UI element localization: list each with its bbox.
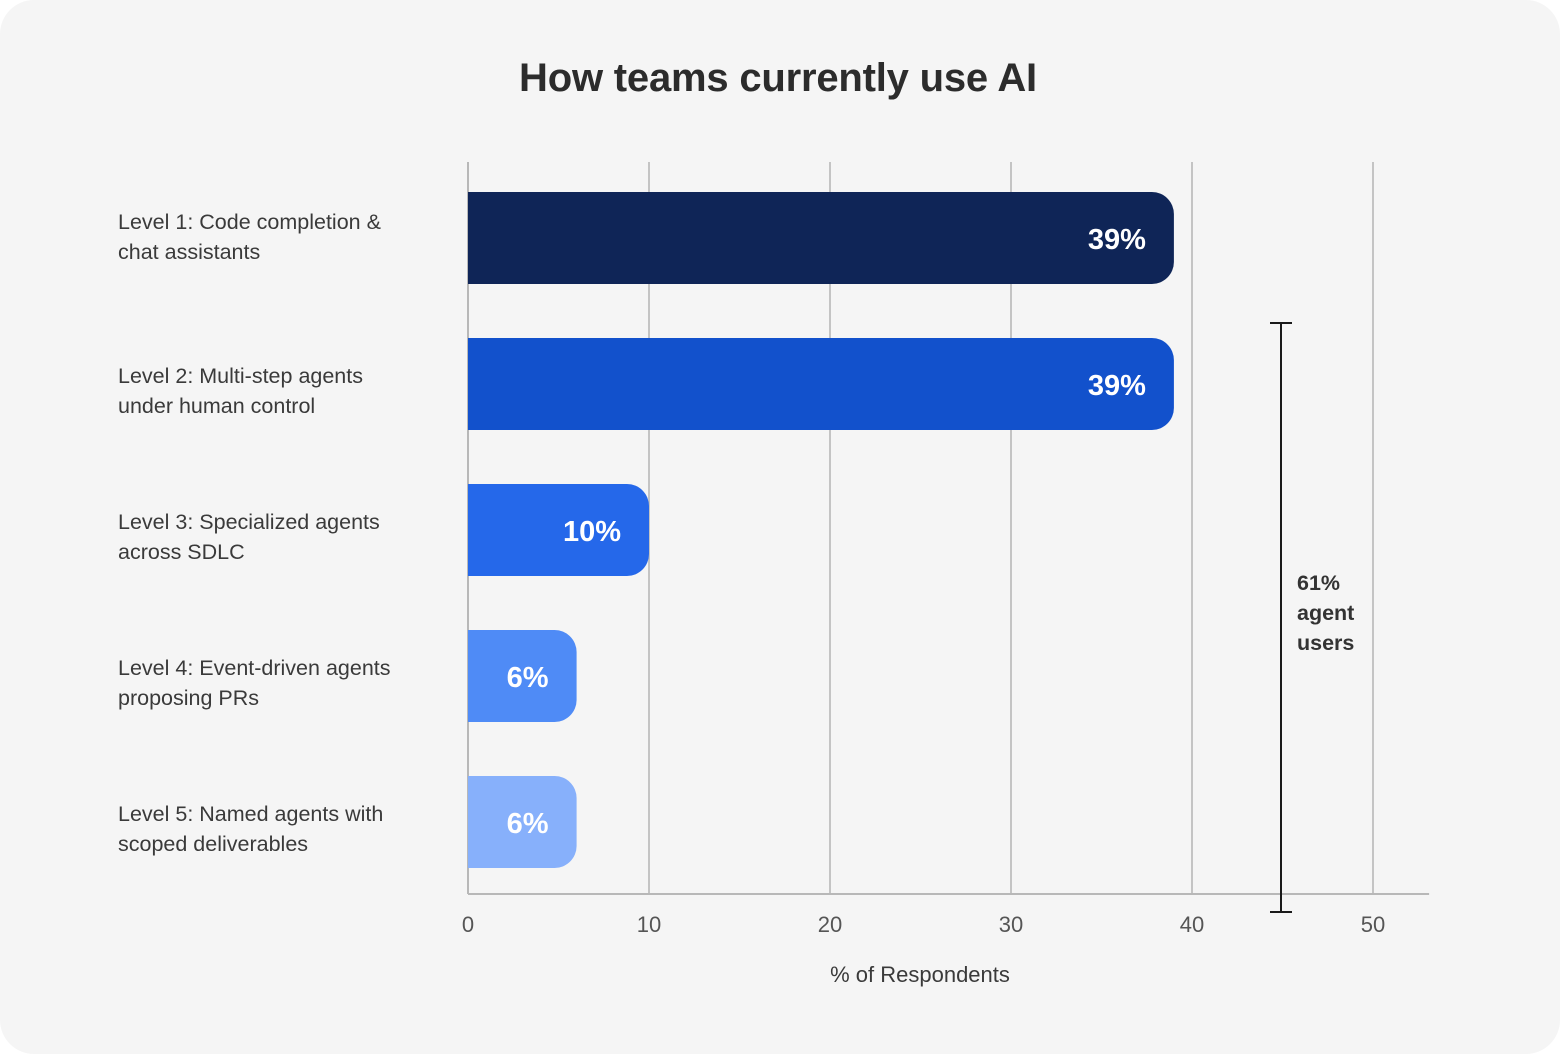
x-tick-label: 10	[637, 912, 661, 937]
category-label-line: chat assistants	[118, 240, 261, 264]
category-label-level-1: Level 1: Code completion & chat assistan…	[118, 207, 438, 267]
category-label-level-3: Level 3: Specialized agents across SDLC	[118, 507, 438, 567]
bar-data-label: 39%	[1088, 370, 1146, 402]
category-label-level-5: Level 5: Named agents with scoped delive…	[118, 799, 438, 859]
category-label-line: Level 4: Event-driven agents	[118, 656, 391, 680]
agent-users-annotation: 61% agent users	[1297, 568, 1354, 658]
annotation-line: users	[1297, 631, 1355, 655]
bar-data-label: 6%	[507, 662, 549, 694]
bar	[468, 192, 1174, 284]
category-label-line: Level 3: Specialized agents	[118, 510, 380, 534]
bar-data-label: 6%	[507, 808, 549, 840]
chart-title: How teams currently use AI	[519, 56, 1037, 100]
x-tick-label: 40	[1180, 912, 1204, 937]
category-label-line: Level 2: Multi-step agents	[118, 364, 363, 388]
bar	[468, 776, 577, 868]
x-tick-label: 0	[462, 912, 474, 937]
x-axis-title: % of Respondents	[830, 962, 1010, 987]
category-label-line: Level 5: Named agents with	[118, 802, 384, 826]
category-label-line: Level 1: Code completion &	[118, 210, 381, 234]
x-tick-label: 20	[818, 912, 842, 937]
bar-data-label: 10%	[563, 516, 621, 548]
annotation-line: 61%	[1297, 571, 1341, 595]
category-label-line: under human control	[118, 394, 316, 418]
bar	[468, 338, 1174, 430]
bar	[468, 484, 649, 576]
category-label-level-2: Level 2: Multi-step agents under human c…	[118, 361, 438, 421]
category-label-line: across SDLC	[118, 540, 245, 564]
x-tick-label: 50	[1361, 912, 1385, 937]
x-tick-label: 30	[999, 912, 1023, 937]
category-label-line: proposing PRs	[118, 686, 260, 710]
annotation-line: agent	[1297, 601, 1355, 625]
bar-data-label: 39%	[1088, 224, 1146, 256]
category-label-level-4: Level 4: Event-driven agents proposing P…	[118, 653, 438, 713]
category-label-line: scoped deliverables	[118, 832, 309, 856]
bar	[468, 630, 577, 722]
